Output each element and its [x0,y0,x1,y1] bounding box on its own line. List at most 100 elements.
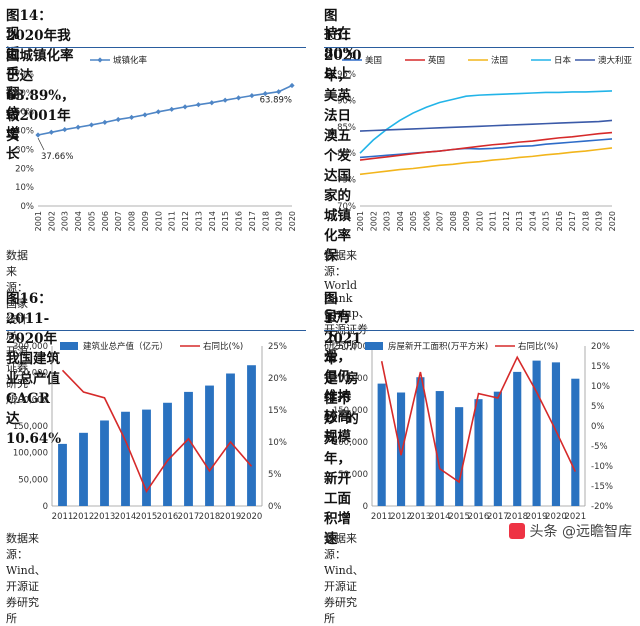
y-tick-label: 0% [21,202,35,212]
x-tick-label: 2006 [422,211,431,231]
x-tick-label: 2008 [449,211,458,231]
bar [100,420,109,506]
y2-tick-label: 0% [591,422,605,432]
data-point [128,114,135,120]
bar [79,432,88,506]
bar [247,365,256,506]
y-tick-label: 200,000 [13,395,48,405]
x-tick-label: 2015 [448,512,470,522]
data-point [155,109,161,115]
legend-label: 美国 [365,55,382,66]
data-point [222,97,228,103]
bar [121,411,130,506]
data-point [115,116,121,123]
bar [532,360,541,506]
x-tick-label: 2013 [515,211,524,231]
bar [205,385,214,506]
legend-label: 右同比(%) [203,341,243,352]
data-point [249,93,255,99]
bar [377,383,386,506]
y2-tick-label: 15% [268,406,287,416]
data-point [142,112,148,118]
x-tick-label: 2011 [168,211,177,231]
data-point [102,119,108,125]
y2-tick-label: -20% [591,502,613,512]
x-tick-label: 2005 [87,211,96,231]
y-tick-label: 60% [15,89,34,99]
x-tick-label: 2009 [141,211,150,231]
x-tick-label: 2007 [114,211,123,231]
figure-15-title-line2: 持在80%以上 [324,26,356,82]
bar [58,443,67,506]
figure-17-title-rule [324,330,634,331]
x-tick-label: 2014 [208,211,217,231]
y-tick-label: 200,000 [333,374,368,384]
x-tick-label: 2019 [275,211,284,231]
x-tick-label: 2014 [528,211,537,231]
x-tick-label: 2016 [235,211,244,231]
bar [142,409,151,506]
y2-tick-label: 25% [268,342,287,352]
x-tick-label: 2019 [595,211,604,231]
x-tick-label: 2009 [462,211,471,231]
x-tick-label: 2003 [61,211,70,231]
bar [493,391,502,506]
y2-tick-label: -5% [591,442,608,452]
y-tick-label: 30% [15,145,34,155]
bar [163,402,172,506]
bar [396,392,406,506]
x-tick-label: 2015 [542,211,551,231]
legend-swatch [60,342,78,350]
x-tick-label: 2003 [383,211,392,231]
data-point [75,124,81,130]
y2-tick-label: 15% [591,362,610,372]
bar [474,399,483,506]
x-tick-label: 2015 [221,211,230,231]
data-point [209,100,215,106]
y-tick-label: 0 [363,502,368,512]
annotation-leader [37,137,45,151]
x-tick-label: 2013 [410,512,432,522]
x-tick-label: 2020 [545,512,567,522]
bar [435,391,444,506]
y-tick-label: 100,000 [333,438,368,448]
x-tick-label: 2010 [475,211,484,231]
y-tick-label: 150,000 [333,406,368,416]
y-tick-label: 50,000 [338,470,368,480]
figure-15-source: 数据来源：World Bank Group、开源证券研究所 [324,249,370,352]
y-tick-label: 50,000 [18,475,48,485]
x-tick-label: 2016 [555,211,564,231]
legend-label: 英国 [428,55,445,66]
x-tick-label: 2019 [220,512,242,522]
data-point [289,82,295,89]
bar [455,407,464,506]
data-point [88,122,95,128]
x-tick-label: 2020 [241,512,263,522]
series-line [61,369,253,493]
y-tick-label: 80% [337,149,356,159]
x-tick-label: 2001 [356,211,365,231]
x-tick-label: 2002 [369,211,378,231]
y-tick-label: 250,000 [13,369,48,379]
x-tick-label: 2011 [52,512,74,522]
legend-label: 城镇化率 [113,55,148,66]
y-tick-label: 70% [15,70,34,80]
x-tick-label: 2002 [47,211,56,231]
x-tick-label: 2012 [73,512,95,522]
x-tick-label: 2010 [154,211,163,231]
x-tick-label: 2017 [248,211,257,231]
data-point [48,129,54,135]
x-tick-label: 2020 [608,211,617,231]
series-line [359,147,613,176]
watermark-text: 头条 @远瞻智库 [529,524,632,540]
legend-label: 建筑业总产值（亿元） [83,341,168,352]
bar [226,373,235,506]
bar [513,371,522,506]
x-tick-label: 2017 [568,211,577,231]
x-tick-label: 2015 [136,512,158,522]
figure-14-source: 数据来源：国家统计局、开源证券研究所 [6,249,28,406]
figure-14-title-line2: 现近乎翻倍增长 [6,26,20,162]
x-tick-label: 2001 [34,211,43,231]
data-point [35,132,41,138]
x-tick-label: 2004 [74,211,83,231]
